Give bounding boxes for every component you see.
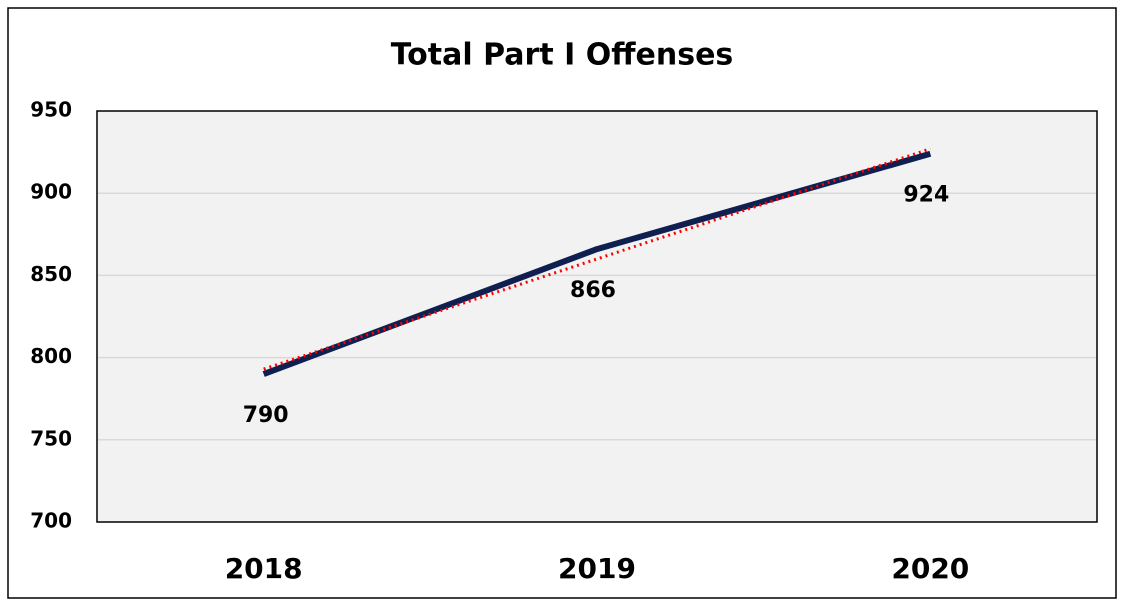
data-label: 790 xyxy=(243,403,289,428)
x-tick-label: 2018 xyxy=(225,552,303,585)
plot-border xyxy=(96,110,1098,523)
y-tick-label: 800 xyxy=(30,344,72,368)
x-tick-label: 2019 xyxy=(558,552,636,585)
x-tick-label: 2020 xyxy=(891,552,969,585)
y-tick-label: 850 xyxy=(30,262,72,286)
data-label: 866 xyxy=(570,278,616,303)
data-label: 924 xyxy=(903,183,949,208)
line-series xyxy=(262,150,932,377)
plot-area xyxy=(97,111,1097,522)
y-tick-label: 900 xyxy=(30,180,72,204)
chart-title: Total Part I Offenses xyxy=(391,38,734,73)
y-tick-label: 700 xyxy=(30,509,72,533)
y-tick-label: 750 xyxy=(30,426,72,450)
y-tick-label: 950 xyxy=(30,98,72,122)
